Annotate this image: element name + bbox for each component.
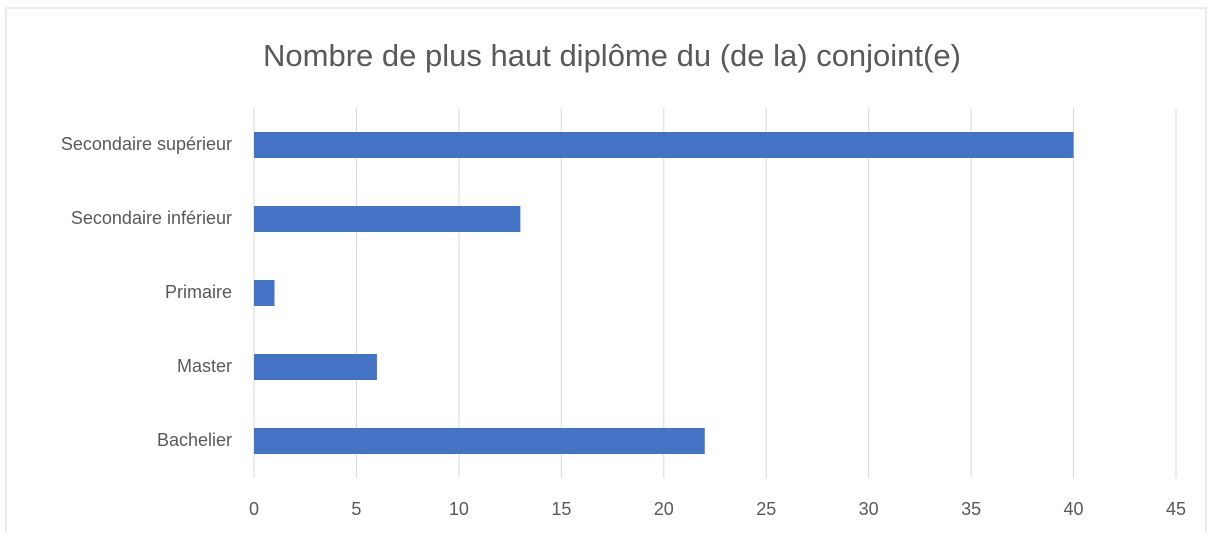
x-tick-label: 35 [961, 499, 981, 519]
y-tick-label: Primaire [165, 282, 232, 302]
chart-frame [5, 7, 1207, 533]
bar [254, 428, 705, 454]
bar [254, 280, 275, 306]
x-tick-label: 25 [756, 499, 776, 519]
bar [254, 132, 1074, 158]
y-tick-label: Secondaire inférieur [71, 208, 232, 228]
bar [254, 206, 521, 232]
x-tick-label: 30 [859, 499, 879, 519]
x-tick-label: 5 [351, 499, 361, 519]
bar [254, 354, 377, 380]
x-tick-label: 10 [449, 499, 469, 519]
y-tick-label: Secondaire supérieur [61, 134, 232, 154]
x-tick-label: 0 [249, 499, 259, 519]
y-tick-label: Bachelier [157, 430, 232, 450]
x-tick-label: 20 [654, 499, 674, 519]
chart-title: Nombre de plus haut diplôme du (de la) c… [263, 38, 961, 73]
y-tick-label: Master [177, 356, 232, 376]
x-tick-label: 40 [1064, 499, 1084, 519]
x-tick-label: 45 [1166, 499, 1186, 519]
x-tick-label: 15 [551, 499, 571, 519]
